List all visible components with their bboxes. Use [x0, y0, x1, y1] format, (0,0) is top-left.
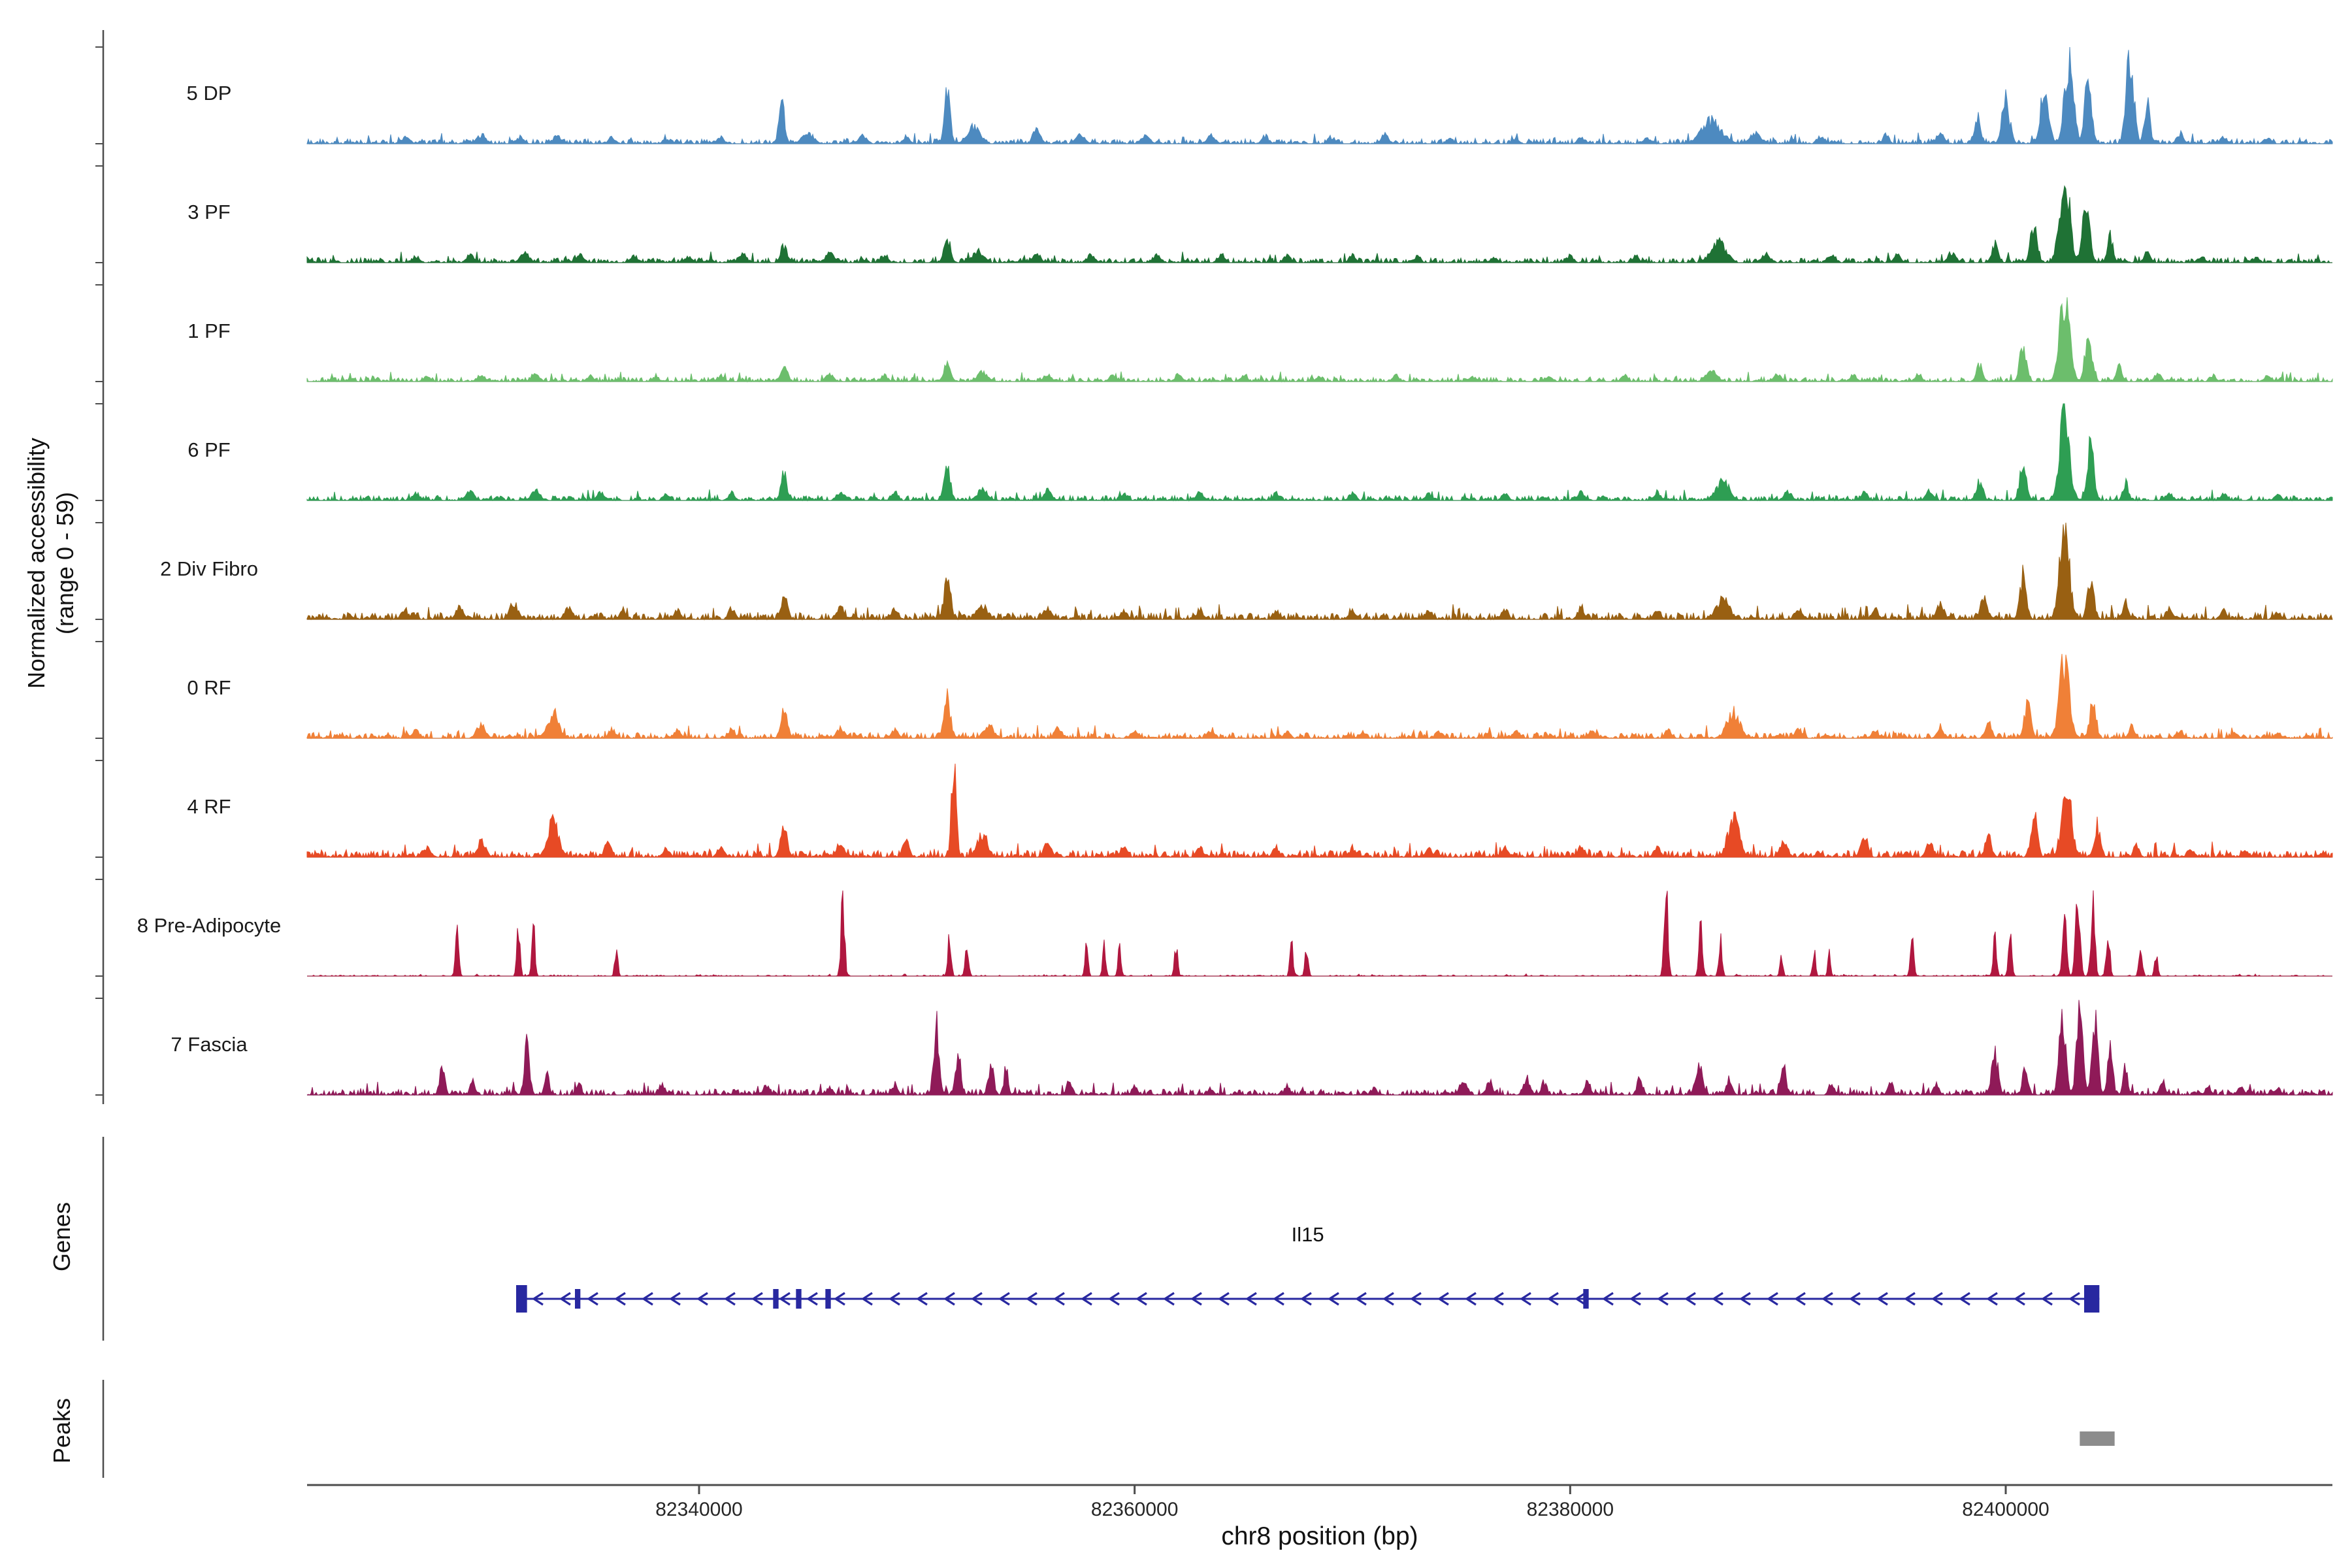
x-tick-label: 82360000 [1090, 1499, 1179, 1520]
track-label-4-rf: 4 RF [187, 795, 231, 818]
track-label-2-div-fibro: 2 Div Fibro [160, 557, 258, 580]
x-axis-title: chr8 position (bp) [1221, 1522, 1418, 1550]
track-label-8-pre-adipocyte: 8 Pre-Adipocyte [137, 914, 282, 937]
track-label-7-fascia: 7 Fascia [171, 1033, 248, 1056]
track-label-6-pf: 6 PF [188, 438, 231, 461]
x-tick-label: 82340000 [655, 1499, 743, 1520]
peaks-section-label-text: Peaks [48, 1397, 76, 1464]
track-label-0-rf: 0 RF [187, 676, 231, 699]
x-tick-label: 82400000 [1962, 1499, 2050, 1520]
genes-section-label-text: Genes [48, 1201, 76, 1272]
x-tick-label: 82380000 [1526, 1499, 1614, 1520]
track-label-1-pf: 1 PF [188, 319, 231, 342]
track-label-3-pf: 3 PF [188, 201, 231, 223]
track-label-5-dp: 5 DP [186, 82, 232, 105]
gene-name-label: Il15 [1291, 1223, 1324, 1246]
